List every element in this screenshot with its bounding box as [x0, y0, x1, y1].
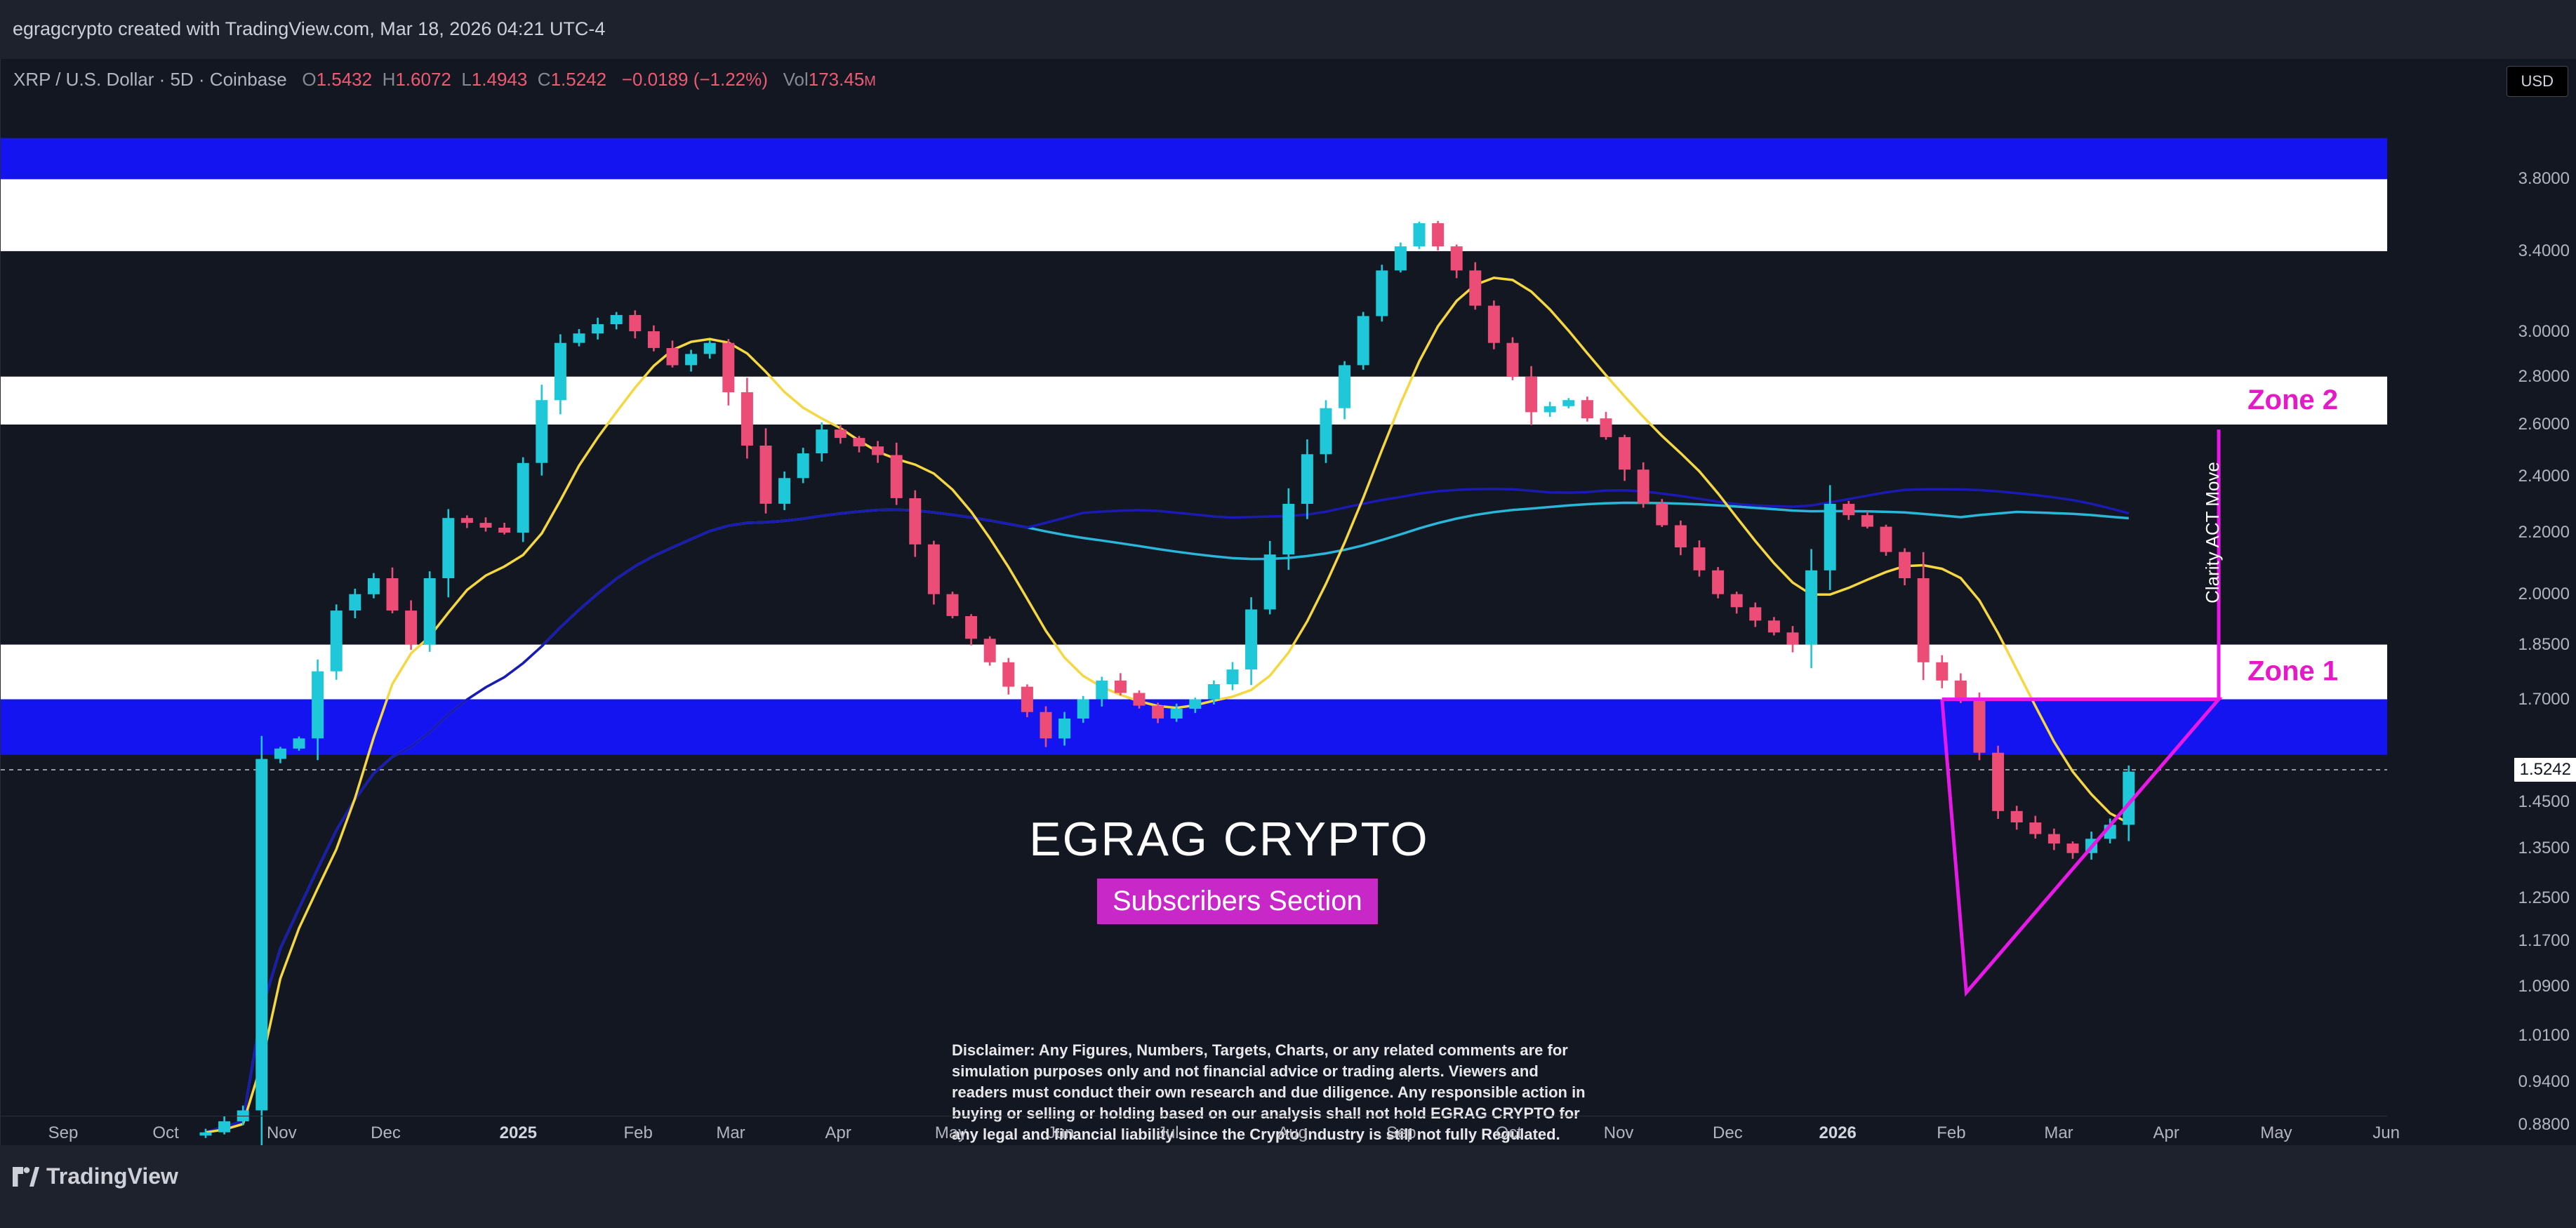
svg-text:Zone 2: Zone 2 [2248, 385, 2338, 415]
svg-text:Zone 1: Zone 1 [2248, 656, 2338, 687]
svg-text:EGRAG CRYPTO: EGRAG CRYPTO [1029, 813, 1428, 866]
svg-text:Clarity ACT Move: Clarity ACT Move [2202, 462, 2223, 603]
